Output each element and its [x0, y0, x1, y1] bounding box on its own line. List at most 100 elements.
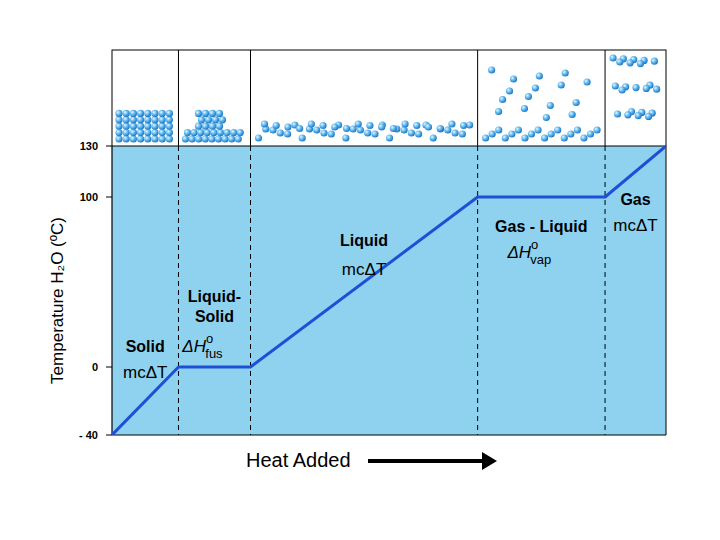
molecule — [166, 116, 173, 123]
molecule — [115, 123, 122, 130]
molecule — [618, 86, 625, 93]
molecules — [115, 54, 660, 142]
molecule — [137, 110, 144, 117]
formula-sub: fus — [205, 346, 223, 361]
region-formula: mcΔT — [613, 216, 657, 235]
molecule — [645, 113, 652, 120]
molecule — [123, 135, 130, 142]
molecule — [144, 116, 151, 123]
molecule — [144, 135, 151, 142]
molecule — [574, 126, 581, 133]
molecule — [130, 110, 137, 117]
molecule — [235, 135, 242, 142]
molecule — [499, 96, 506, 103]
molecule — [390, 125, 397, 132]
molecule — [567, 130, 574, 137]
chart: - 400100130Temperature H₂O (ºC)Heat Adde… — [0, 0, 720, 540]
molecule — [166, 110, 173, 117]
y-tick — [106, 435, 112, 436]
molecule — [643, 85, 650, 92]
molecule — [521, 134, 528, 141]
molecule — [371, 130, 378, 137]
line-group — [112, 146, 666, 435]
molecule — [204, 129, 211, 136]
plot-area — [112, 146, 666, 435]
molecule — [482, 134, 489, 141]
panel-divider — [477, 50, 478, 146]
molecule — [210, 129, 217, 136]
molecule — [425, 123, 432, 130]
molecule — [230, 129, 237, 136]
molecule — [401, 126, 408, 133]
molecule — [217, 129, 224, 136]
molecule — [616, 58, 623, 65]
molecule — [319, 122, 326, 129]
molecule — [320, 129, 327, 136]
molecule — [328, 130, 335, 137]
molecule — [573, 99, 580, 106]
molecule — [237, 129, 244, 136]
y-tick — [106, 146, 112, 147]
molecule — [612, 82, 619, 89]
molecule — [495, 108, 502, 115]
x-axis-label: Heat Added — [246, 449, 351, 471]
molecule — [437, 125, 444, 132]
molecule — [273, 122, 280, 129]
y-tick-label: 0 — [92, 361, 98, 373]
molecule — [130, 116, 137, 123]
molecule — [489, 130, 496, 137]
molecule — [448, 120, 455, 127]
x-arrow — [368, 459, 484, 463]
panel-divider — [605, 50, 606, 146]
molecule — [130, 129, 137, 136]
molecule — [508, 130, 515, 137]
molecule — [277, 129, 284, 136]
molecule — [460, 122, 467, 129]
molecule — [366, 122, 373, 129]
molecule — [202, 123, 209, 130]
molecule — [569, 111, 576, 118]
molecule — [510, 75, 517, 82]
molecule — [547, 102, 554, 109]
formula-base: ΔH — [181, 337, 206, 356]
molecule — [159, 129, 166, 136]
molecule — [184, 129, 191, 136]
region-label: Liquid- — [188, 288, 241, 305]
molecule — [637, 60, 644, 67]
molecule — [343, 125, 350, 132]
molecule — [205, 116, 212, 123]
molecule — [451, 129, 458, 136]
molecule — [159, 116, 166, 123]
molecule — [151, 135, 158, 142]
x-axis — [112, 435, 666, 436]
molecule — [521, 105, 528, 112]
molecule — [151, 116, 158, 123]
molecule — [144, 129, 151, 136]
molecule — [284, 123, 291, 130]
molecule — [159, 135, 166, 142]
molecule — [221, 135, 228, 142]
molecule — [296, 125, 303, 132]
molecule — [415, 130, 422, 137]
molecule — [459, 130, 466, 137]
molecule — [401, 120, 408, 127]
molecule — [195, 135, 202, 142]
molecule — [308, 120, 315, 127]
molecule — [614, 110, 621, 117]
y-axis-label: Temperature H₂O (ºC) — [48, 217, 67, 384]
molecule — [151, 123, 158, 130]
molecule — [587, 130, 594, 137]
molecule — [495, 126, 502, 133]
molecule — [190, 129, 197, 136]
molecule — [202, 135, 209, 142]
molecule — [506, 87, 513, 94]
region-label: Gas — [620, 191, 650, 208]
molecule — [151, 110, 158, 117]
molecule — [198, 116, 205, 123]
molecule — [444, 126, 451, 133]
molecule — [386, 134, 393, 141]
molecule — [130, 123, 137, 130]
molecule — [144, 123, 151, 130]
molecule — [502, 134, 509, 141]
molecule — [543, 114, 550, 121]
